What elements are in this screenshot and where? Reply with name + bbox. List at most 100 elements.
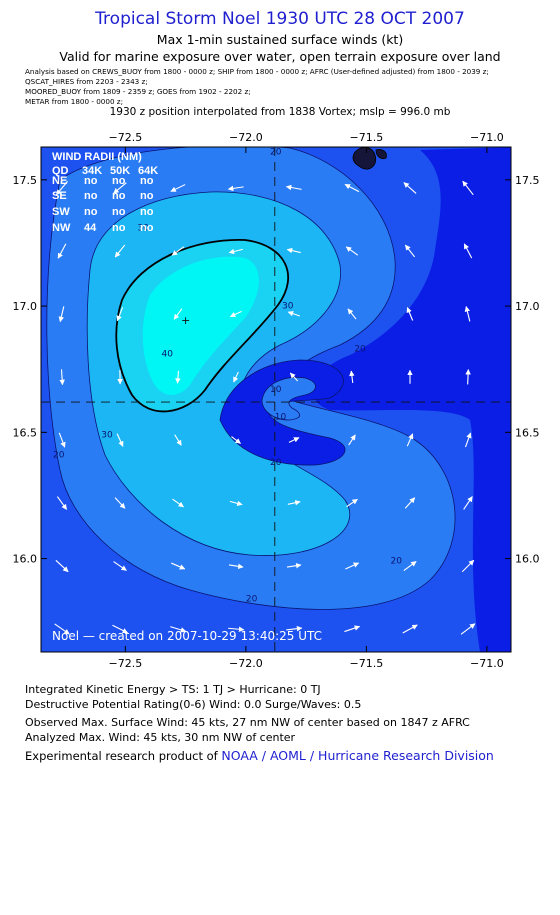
wind-vector	[406, 307, 414, 321]
wind-vector	[228, 248, 243, 255]
radii-row-se-50k: no	[112, 190, 126, 202]
analysis-line: MOORED_BUOY from 1809 - 2359 z; GOES fro…	[25, 87, 251, 96]
x-tick-label-bottom: −71.5	[350, 657, 384, 670]
radii-row-nw-64k: no	[140, 222, 154, 234]
ike-line: Integrated Kinetic Energy > TS: 1 TJ > H…	[25, 683, 321, 696]
contour-label: 10	[270, 385, 282, 395]
contour-label: 20	[354, 345, 366, 355]
wind-vector	[406, 433, 414, 447]
analysis-line: Analysis based on CREWS_BUOY from 1800 -…	[25, 67, 489, 76]
y-tick-label-left: 17.0	[13, 300, 38, 313]
wind-vector	[289, 372, 299, 382]
product-credit-prefix: Experimental research product of	[25, 749, 222, 763]
wind-vector	[54, 623, 70, 635]
x-tick-label-bottom: −72.0	[229, 657, 263, 670]
y-tick-label-left: 16.5	[13, 426, 38, 439]
wind-vector	[462, 180, 474, 196]
wind-vector	[57, 243, 67, 259]
wind-vector	[55, 180, 69, 196]
wind-vector	[461, 559, 475, 573]
wind-vector	[231, 436, 241, 444]
y-tick-label-right: 16.0	[515, 553, 540, 566]
wind-vector	[113, 182, 127, 194]
wind-vector	[175, 370, 181, 384]
wind-vector	[287, 500, 301, 506]
wind-vector	[349, 370, 355, 384]
radii-row-ne-64k: no	[140, 175, 154, 187]
contour-fill-core	[142, 256, 259, 396]
plot-frame	[40, 146, 512, 653]
radii-col-64k: 64K	[138, 165, 158, 177]
radii-row-se-64k: no	[140, 190, 154, 202]
wind-vectors	[54, 180, 476, 635]
wind-vector	[345, 562, 360, 570]
wind-vector	[403, 182, 417, 194]
wind-vector	[170, 184, 186, 192]
product-credit: Experimental research product of NOAA / …	[25, 748, 494, 763]
wind-vector	[403, 561, 417, 571]
radii-row-nw-50k: no	[112, 222, 126, 234]
wind-vector	[113, 561, 127, 571]
chart-title: Tropical Storm Noel 1930 UTC 28 OCT 2007	[95, 9, 465, 29]
contour-field: + 20 30 30 20 40 30 20 10 10 20 20 20	[41, 147, 511, 652]
wind-vector	[55, 559, 69, 573]
wind-vector	[114, 244, 126, 258]
wind-vector	[58, 432, 66, 448]
x-tick-label-bottom: −71.0	[470, 657, 504, 670]
wind-vector	[172, 498, 184, 508]
contour-label: 30	[137, 223, 149, 233]
wind-vector	[112, 624, 129, 634]
wind-vector	[59, 369, 65, 386]
wind-radii-title: WIND RADII (NM)	[52, 151, 142, 163]
radii-col-34k: 34K	[82, 165, 102, 177]
x-tick-label-top: −71.0	[470, 131, 504, 144]
wind-vector	[348, 434, 356, 446]
radii-row-sw-qd: SW	[52, 206, 70, 218]
wind-radii-table: WIND RADII (NM) QD 34K 50K 64K NE no no …	[52, 151, 158, 234]
wind-vector	[229, 310, 242, 318]
radii-row-ne-34k: no	[84, 175, 98, 187]
radii-col-50k: 50K	[110, 165, 130, 177]
wind-vector	[465, 369, 471, 385]
wind-vector	[170, 626, 187, 633]
contour-label: 20	[53, 451, 65, 461]
chart-subtitle-validity: Valid for marine exposure over water, op…	[59, 49, 501, 64]
wind-vector	[344, 625, 361, 633]
y-tick-label-right: 17.0	[515, 300, 540, 313]
contour-label: 20	[246, 595, 258, 605]
wind-vector	[116, 307, 124, 322]
y-tick-label-right: 17.5	[515, 174, 540, 187]
wind-vector	[287, 311, 300, 317]
wind-vector	[463, 243, 473, 259]
wind-vector	[228, 563, 244, 570]
position-note: 1930 z position interpolated from 1838 V…	[109, 106, 451, 118]
wind-vector	[227, 185, 244, 192]
contour-label: 10	[275, 413, 287, 423]
analyzed-max-wind: Analyzed Max. Wind: 45 kts, 30 nm NW of …	[25, 731, 296, 744]
y-tick-label-right: 16.5	[515, 426, 540, 439]
wind-vector	[228, 626, 245, 633]
axes: −72.5 −72.5 −72.0 −72.0 −71.5 −71.5 −71.0 −71.0…	[13, 131, 540, 670]
wind-vector	[402, 624, 418, 634]
contour-label: 40	[162, 350, 174, 360]
wind-vector	[404, 244, 416, 258]
hrd-link[interactable]: NOAA / AOML / Hurricane Research Divisio…	[221, 748, 494, 763]
wind-vector	[114, 497, 126, 509]
radii-row-ne-qd: NE	[52, 175, 67, 187]
x-tick-label-bottom: −72.5	[108, 657, 142, 670]
radii-row-nw-34k: 44	[84, 222, 97, 234]
wind-vector	[346, 498, 358, 508]
radii-row-sw-34k: no	[84, 206, 98, 218]
wind-field-chart: + 20 30 30 20 40 30 20 10 10 20 20 20 WIND RADII (N…	[13, 131, 540, 670]
radii-row-sw-50k: no	[112, 206, 126, 218]
wind-vector	[56, 496, 68, 510]
wind-vector	[285, 184, 302, 191]
wind-vector	[464, 432, 472, 448]
contour-label: 30	[282, 302, 294, 312]
radii-row-se-qd: SE	[52, 190, 67, 202]
wind-vector	[460, 623, 476, 635]
wind-vector	[286, 625, 303, 632]
radii-col-qd: QD	[52, 165, 69, 177]
wind-vector	[171, 246, 185, 256]
x-tick-label-top: −71.5	[350, 131, 384, 144]
